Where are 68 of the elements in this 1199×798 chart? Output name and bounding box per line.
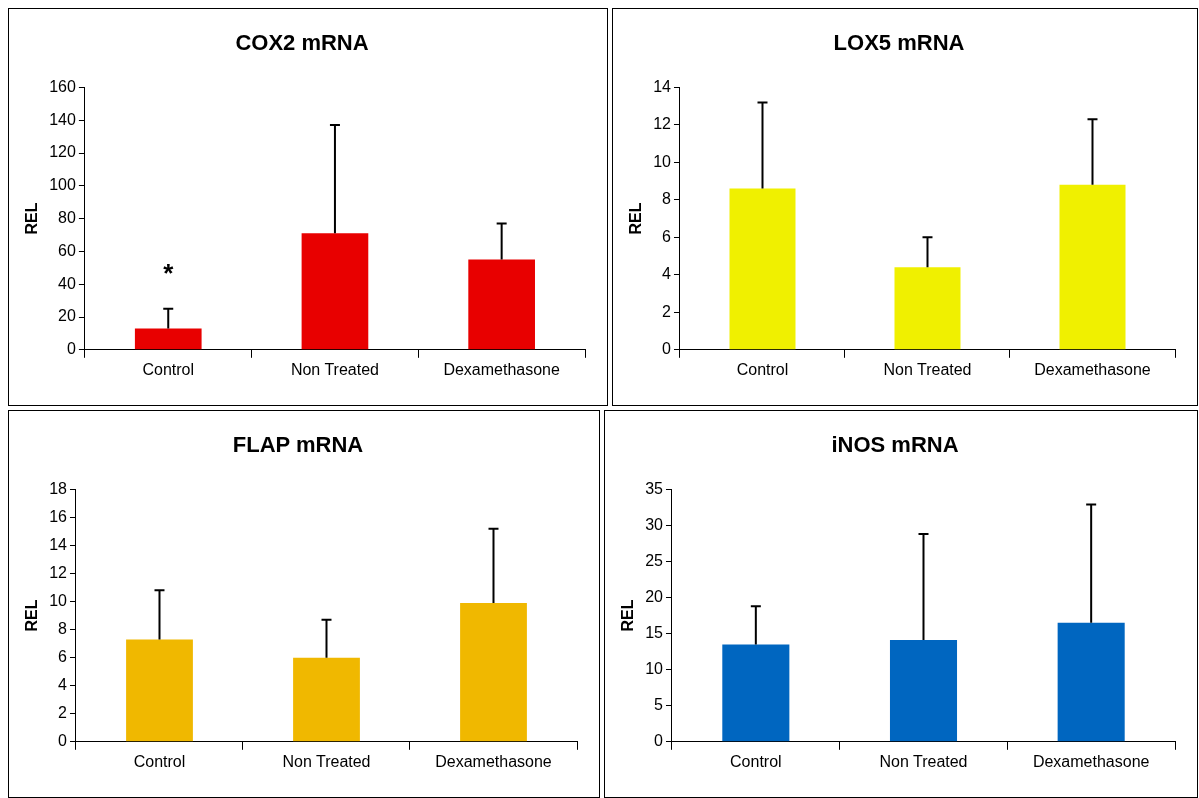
y-tick-label: 140 (49, 110, 76, 128)
bar (729, 188, 796, 350)
y-tick-label: 10 (645, 660, 664, 678)
chart-title: LOX5 mRNA (833, 30, 965, 56)
bar (301, 233, 369, 350)
bar (468, 259, 535, 350)
chart-title: COX2 mRNA (235, 30, 369, 56)
y-tick-label: 4 (58, 676, 68, 694)
x-tick-label: Control (730, 752, 782, 770)
bar (722, 644, 790, 742)
x-tick-label: Dexamethasone (435, 752, 552, 770)
x-tick-label: Control (142, 360, 195, 378)
bar (889, 640, 958, 742)
y-tick-label: 0 (58, 732, 68, 750)
y-tick-label: 12 (653, 115, 672, 133)
y-axis-title: REL (619, 599, 637, 632)
y-tick-label: 4 (662, 265, 672, 283)
y-tick-label: 14 (49, 535, 68, 553)
y-tick-label: 30 (645, 515, 664, 533)
y-axis-title: REL (23, 202, 41, 235)
x-tick-label: Non Treated (883, 360, 972, 378)
x-tick-label: Control (133, 752, 186, 770)
y-tick-label: 8 (662, 190, 672, 208)
y-tick-label: 20 (58, 307, 76, 325)
bar (293, 657, 360, 742)
x-tick-label: Dexamethasone (1034, 360, 1151, 378)
y-tick-label: 0 (662, 340, 672, 358)
y-tick-label: 12 (49, 563, 68, 581)
y-axis-title: REL (23, 599, 41, 632)
x-tick-label: Dexamethasone (443, 360, 561, 378)
x-tick-label: Dexamethasone (1032, 752, 1150, 770)
y-tick-label: 25 (645, 551, 664, 569)
y-tick-label: 60 (58, 241, 76, 259)
y-tick-label: 35 (645, 479, 664, 497)
y-tick-label: 80 (58, 209, 76, 227)
y-tick-label: 20 (645, 587, 664, 605)
y-tick-label: 2 (58, 704, 68, 722)
y-tick-label: 6 (58, 648, 68, 666)
y-tick-label: 16 (49, 507, 68, 525)
x-tick-label: Control (736, 360, 789, 378)
y-tick-label: 15 (645, 624, 664, 642)
bar (1057, 622, 1125, 742)
bar (126, 639, 193, 742)
y-tick-label: 0 (66, 340, 76, 358)
y-axis-title: REL (627, 202, 645, 235)
bar (134, 328, 202, 350)
y-tick-label: 40 (58, 274, 76, 292)
y-tick-label: 2 (662, 302, 672, 320)
y-tick-label: 5 (654, 696, 664, 714)
y-tick-label: 10 (49, 591, 68, 609)
y-tick-label: 10 (653, 152, 672, 170)
y-tick-label: 0 (654, 732, 664, 750)
bar (894, 267, 961, 350)
x-tick-label: Non Treated (290, 360, 379, 378)
chart-title: iNOS mRNA (831, 432, 959, 458)
bar (1059, 184, 1126, 350)
x-tick-label: Non Treated (879, 752, 968, 770)
y-tick-label: 160 (49, 77, 76, 95)
y-tick-label: 14 (653, 77, 672, 95)
annotation: * (163, 257, 175, 288)
y-tick-label: 8 (58, 620, 68, 638)
bar (460, 602, 527, 742)
chart-title: FLAP mRNA (232, 432, 364, 458)
y-tick-label: 100 (49, 176, 76, 194)
x-tick-label: Non Treated (282, 752, 371, 770)
y-tick-label: 6 (662, 227, 672, 245)
y-tick-label: 18 (49, 479, 68, 497)
y-tick-label: 120 (49, 143, 76, 161)
